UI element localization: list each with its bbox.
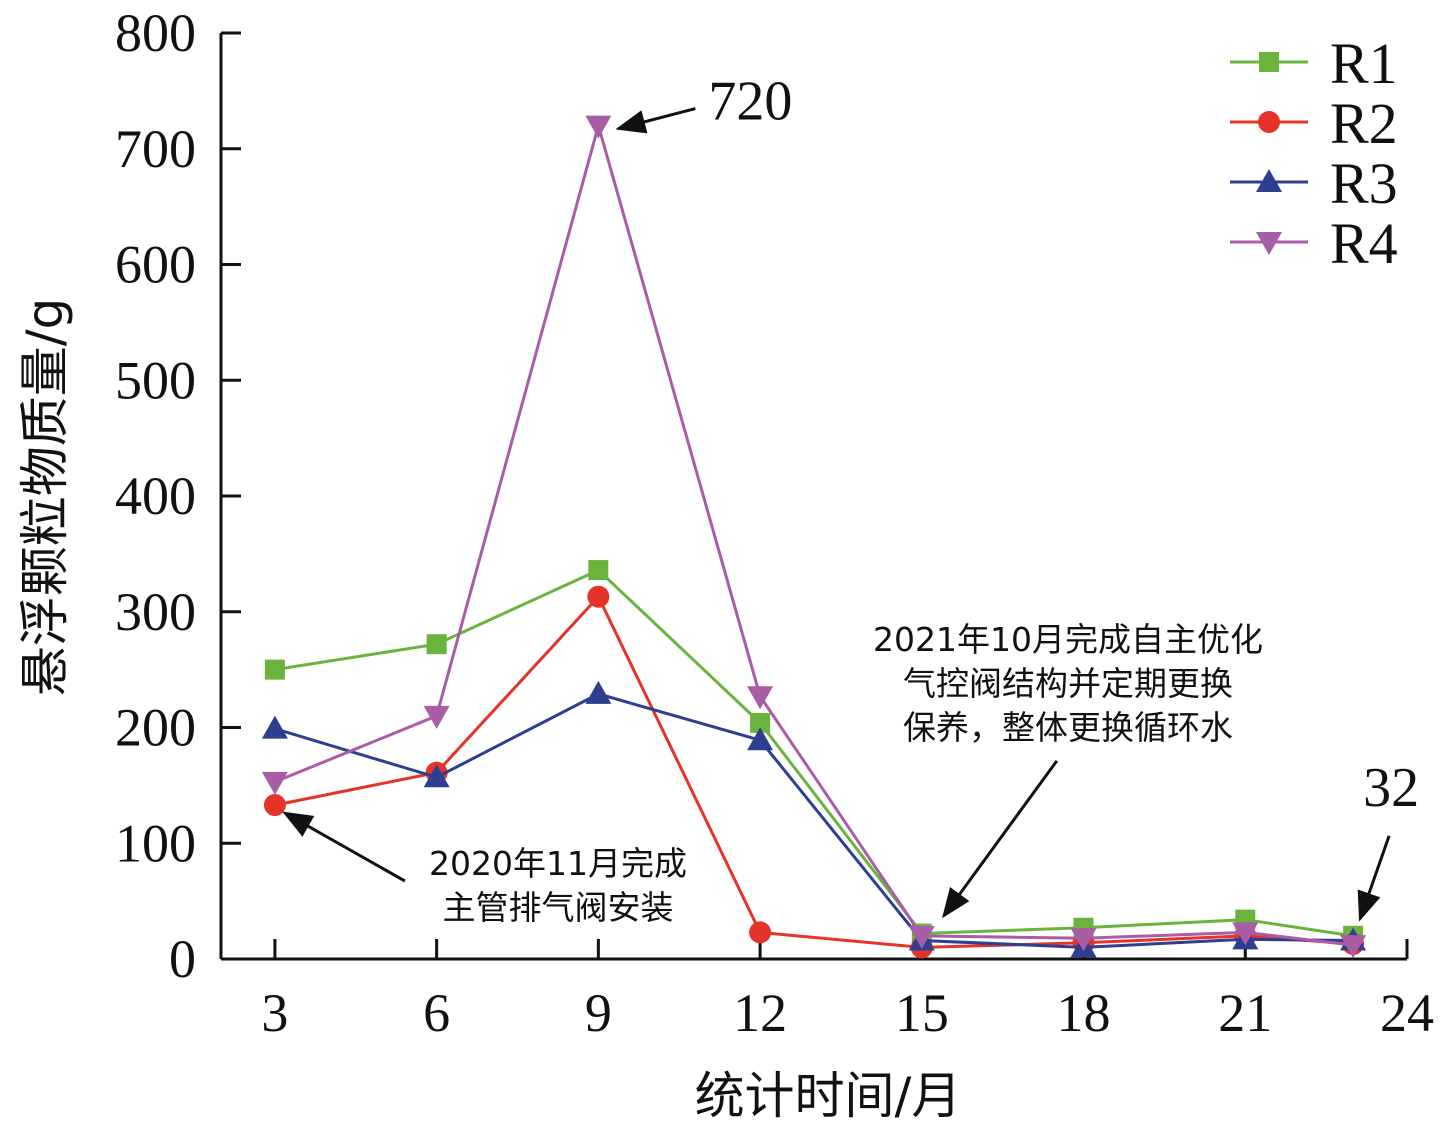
y-tick-label: 0 [169, 929, 196, 989]
y-tick-label: 600 [115, 235, 196, 295]
point-r3 [261, 715, 288, 739]
legend-marker-r2 [1258, 111, 1280, 133]
point-r1 [588, 560, 609, 581]
point-r2 [263, 794, 286, 817]
y-tick-label: 400 [115, 466, 196, 526]
point-r4 [908, 925, 935, 949]
point-r1 [750, 712, 771, 733]
point-r2 [749, 921, 772, 944]
x-tick-label: 12 [733, 983, 787, 1043]
series-r1 [264, 560, 1364, 946]
point-r3 [747, 727, 774, 751]
y-tick-label: 500 [115, 350, 196, 410]
x-tick-label: 21 [1218, 983, 1272, 1043]
optimize-arrow [942, 759, 1059, 919]
legend-marker-r1 [1259, 52, 1279, 72]
x-tick-label: 24 [1380, 983, 1434, 1043]
peak-value-label: 720 [708, 71, 792, 133]
point-r4 [747, 686, 774, 710]
legend-label-r3: R3 [1330, 151, 1398, 216]
legend-label-r4: R4 [1330, 211, 1398, 276]
install-arrow [282, 811, 406, 883]
x-tick-label: 18 [1057, 983, 1111, 1043]
end-arrow [1357, 835, 1391, 922]
point-r1 [426, 634, 447, 655]
point-r2 [587, 585, 610, 608]
point-r1 [264, 659, 285, 680]
point-r3 [423, 764, 450, 788]
end-value-label: 32 [1363, 757, 1419, 819]
series-group [261, 115, 1367, 959]
legend-marker-r3 [1256, 169, 1282, 192]
y-tick-label: 700 [115, 119, 196, 179]
x-tick-label: 6 [423, 983, 450, 1043]
y-tick-label: 300 [115, 582, 196, 642]
series-r4 [261, 115, 1367, 959]
point-r4 [585, 115, 612, 139]
x-tick-label: 15 [895, 983, 949, 1043]
point-r4 [1340, 935, 1367, 959]
point-r4 [261, 771, 288, 795]
series-line-r2 [274, 594, 1354, 949]
install-annotation-line: 2020年11月完成 [429, 844, 687, 883]
axes: 0 100 200 300 400 500 600 700 800 3 6 9 12 15 18 21 24 [115, 3, 1434, 1043]
legend-label-r2: R2 [1330, 91, 1398, 156]
optimize-annotation-line: 气控阀结构并定期更换 [903, 664, 1233, 703]
series-r3 [261, 680, 1367, 958]
legend-marker-r4 [1256, 232, 1282, 255]
series-line-r1 [274, 568, 1354, 938]
point-r4 [1070, 928, 1097, 952]
x-tick-label: 3 [261, 983, 288, 1043]
point-r4 [423, 705, 450, 729]
x-axis-title: 统计时间/月 [695, 1067, 962, 1125]
install-annotation-line: 主管排气阀安装 [443, 888, 674, 927]
point-r3 [585, 680, 612, 704]
peak-arrow [615, 107, 696, 134]
legend-label-r1: R1 [1330, 31, 1398, 96]
point-r4 [1232, 922, 1259, 946]
x-tick-label: 9 [585, 983, 612, 1043]
series-line-r3 [274, 692, 1354, 949]
y-tick-label: 800 [115, 3, 196, 63]
y-tick-label: 200 [115, 698, 196, 758]
y-tick-label: 100 [115, 813, 196, 873]
series-line-r4 [274, 120, 1354, 947]
y-axis-title: 悬浮颗粒物质量/g [16, 298, 74, 697]
optimize-annotation-line: 2021年10月完成自主优化 [873, 620, 1263, 659]
optimize-annotation-line: 保养，整体更换循环水 [903, 708, 1233, 747]
